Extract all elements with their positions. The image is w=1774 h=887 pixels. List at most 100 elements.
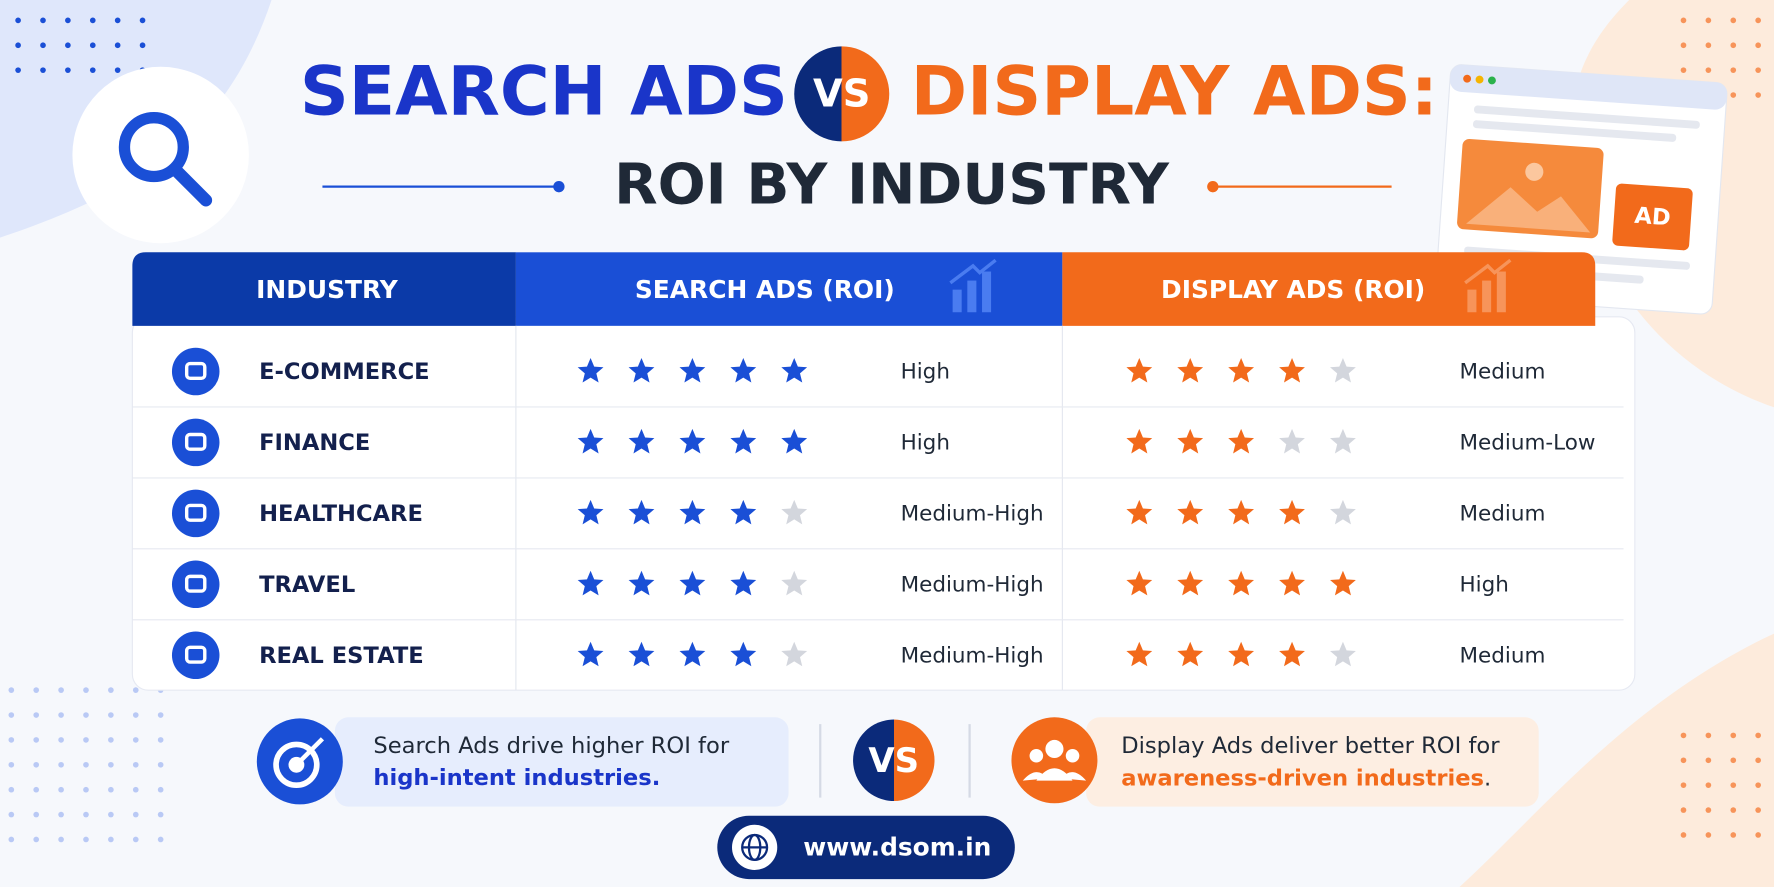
search-star [679, 499, 706, 525]
dot [83, 811, 89, 818]
dot [1730, 67, 1737, 73]
header-cell: SEARCH ADS (ROI) [635, 275, 895, 304]
dot [1705, 732, 1712, 739]
dot [1705, 832, 1712, 838]
dot [1705, 757, 1712, 764]
header-cell: DISPLAY ADS (ROI) [1161, 275, 1425, 304]
dot [1755, 807, 1761, 813]
vs-text: VS [813, 72, 870, 117]
search-star [577, 428, 604, 454]
search-rating: Medium-High [901, 643, 1044, 668]
industry-icon [171, 489, 220, 538]
search-star [628, 570, 655, 596]
dot [157, 836, 164, 843]
display-star [1279, 641, 1305, 667]
dot-pattern [8, 17, 1761, 843]
dot [33, 786, 40, 793]
search-star [577, 357, 604, 383]
industry-glyph [184, 503, 207, 522]
dot [1680, 832, 1687, 838]
industry-icon [171, 631, 220, 679]
dot [33, 737, 40, 743]
dot [58, 687, 64, 693]
display-star [1279, 570, 1305, 596]
dot [1755, 17, 1761, 24]
dot [65, 67, 71, 73]
industry-icon [171, 347, 220, 396]
title-left: SEARCH ADS [300, 53, 788, 132]
display-star [1177, 499, 1204, 525]
table-rows: E-COMMERCE High Medium FINANCE High Medium-Lo… [132, 325, 1624, 691]
dot [157, 712, 164, 718]
dot [83, 712, 89, 718]
dot [132, 687, 139, 693]
dot [139, 17, 146, 24]
dot [1680, 17, 1687, 24]
search-star [730, 499, 757, 525]
dot [83, 737, 89, 743]
display-star [1177, 357, 1204, 383]
dot [1705, 782, 1712, 789]
dot [15, 42, 21, 49]
dot [157, 761, 164, 768]
search-rating: Medium-High [901, 572, 1044, 597]
dot [1730, 782, 1737, 789]
dot [1755, 42, 1761, 49]
dot [1705, 17, 1712, 24]
dot [15, 67, 21, 73]
display-star [1330, 570, 1356, 596]
display-star [1330, 641, 1356, 667]
dot [108, 737, 114, 743]
dot [33, 712, 40, 718]
search-rating: High [901, 431, 950, 456]
dot [1730, 757, 1737, 764]
search-star [628, 428, 655, 454]
search-star [628, 499, 655, 525]
search-star [730, 641, 757, 667]
dot [65, 42, 71, 49]
industry-glyph [184, 361, 207, 380]
display-star [1228, 499, 1255, 525]
dot [8, 761, 15, 768]
dot [58, 712, 64, 718]
dot [114, 67, 121, 73]
search-star [781, 570, 808, 596]
display-star [1177, 570, 1204, 596]
display-star [1279, 357, 1305, 383]
dot [8, 786, 15, 793]
dot [33, 761, 40, 768]
dot [139, 42, 146, 49]
dot [83, 761, 89, 768]
display-star [1330, 428, 1356, 454]
dot [1730, 832, 1737, 838]
dot [1705, 42, 1712, 49]
dot [1730, 92, 1737, 98]
search-rating: Medium-High [901, 501, 1044, 526]
dot [1680, 732, 1687, 739]
subtitle-rules [322, 181, 1392, 193]
vs-text: VS [868, 741, 919, 781]
dot [108, 786, 114, 793]
dot [108, 811, 114, 818]
industry-glyph [184, 645, 207, 664]
search-note-highlight: high-intent industries. [373, 765, 660, 791]
header-cell: INDUSTRY [256, 275, 399, 304]
dot [1680, 67, 1687, 73]
industry: FINANCE [259, 430, 370, 456]
industry-glyph [184, 432, 207, 451]
display-star [1126, 428, 1153, 454]
industry-glyph [184, 574, 207, 593]
dot [108, 761, 114, 768]
ad-badge: AD [1634, 203, 1672, 231]
industry: HEALTHCARE [259, 501, 423, 527]
industry-icon [171, 560, 220, 609]
search-star [679, 641, 706, 667]
vs-badge [794, 46, 890, 142]
dot [1680, 757, 1687, 764]
dot [89, 42, 96, 49]
dot [1730, 732, 1737, 739]
dot [58, 836, 64, 843]
search-star [577, 570, 604, 596]
url: www.dsom.in [803, 833, 991, 862]
